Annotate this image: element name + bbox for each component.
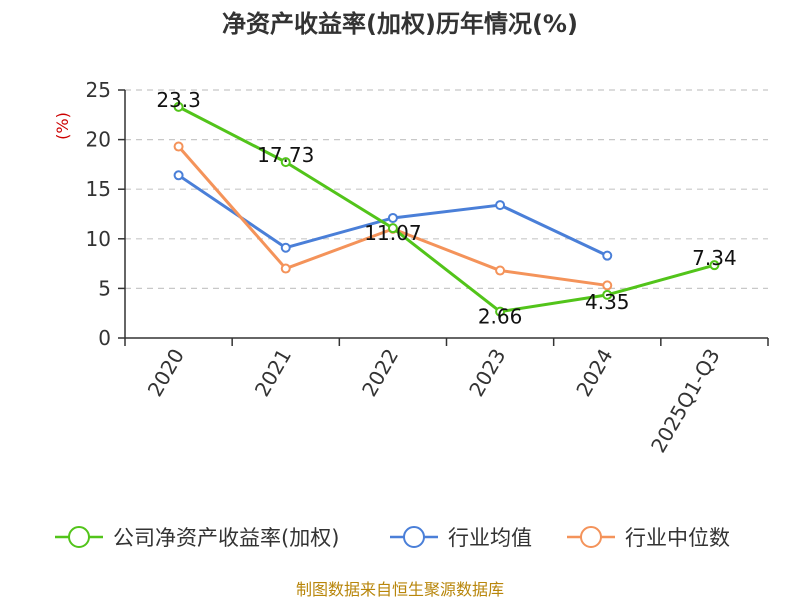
series-line	[177, 105, 715, 314]
x-tick-label: 2025Q1-Q3	[646, 345, 725, 457]
source-note: 制图数据来自恒生聚源数据库	[296, 580, 504, 599]
data-point	[173, 101, 184, 112]
data-label: 7.34	[692, 246, 737, 270]
data-labels: 23.3 17.73 11.07 2.66 4.35 7.34	[156, 88, 736, 329]
series-layer	[173, 101, 720, 317]
legend-marker	[68, 526, 90, 548]
data-point	[280, 263, 291, 274]
data-label: 2.66	[478, 305, 523, 329]
series-1	[173, 170, 613, 261]
legend-item-0: 公司净资产收益率(加权)	[55, 526, 339, 550]
data-point	[602, 250, 613, 261]
y-tick-label: 5	[98, 276, 111, 300]
x-tick-label: 2024	[571, 345, 617, 401]
legend-label: 行业均值	[448, 526, 532, 550]
legend-marker	[580, 526, 602, 548]
data-label: 11.07	[364, 221, 421, 245]
y-tick-label: 15	[86, 177, 111, 201]
x-tick-label: 2020	[143, 345, 189, 401]
y-tick-label: 0	[98, 326, 111, 350]
legend-marker	[403, 526, 425, 548]
data-point	[495, 306, 506, 317]
x-tick-label: 2023	[464, 345, 510, 401]
grid-lines	[125, 89, 768, 289]
data-point	[495, 265, 506, 276]
y-axis-label: (%)	[53, 112, 72, 140]
y-tick-label: 10	[86, 227, 111, 251]
data-label: 4.35	[585, 290, 630, 314]
legend-label: 公司净资产收益率(加权)	[113, 526, 339, 550]
data-point	[173, 170, 184, 181]
axes: 0 5 10 15 20 25 2020 2021 2022 2023 2024 2025Q1-Q3	[86, 78, 769, 457]
data-label: 17.73	[257, 143, 314, 167]
legend: 公司净资产收益率(加权) 行业均值 行业中位数	[55, 526, 730, 550]
chart-title: 净资产收益率(加权)历年情况(%)	[222, 10, 578, 38]
series-0	[173, 101, 720, 317]
data-point	[387, 223, 398, 234]
legend-label: 行业中位数	[625, 526, 730, 550]
y-tick-label: 25	[86, 78, 111, 102]
data-point	[387, 212, 398, 223]
y-tick-label: 20	[86, 128, 111, 152]
data-point	[173, 141, 184, 152]
data-point	[602, 289, 613, 300]
legend-item-2: 行业中位数	[567, 526, 730, 550]
x-tick-label: 2021	[250, 345, 296, 401]
data-point	[280, 242, 291, 253]
data-label: 23.3	[156, 88, 201, 112]
data-point	[495, 200, 506, 211]
data-point	[602, 280, 613, 291]
data-point	[280, 157, 291, 168]
legend-item-1: 行业均值	[390, 526, 532, 550]
data-point	[709, 260, 720, 271]
x-tick-label: 2022	[357, 345, 403, 401]
